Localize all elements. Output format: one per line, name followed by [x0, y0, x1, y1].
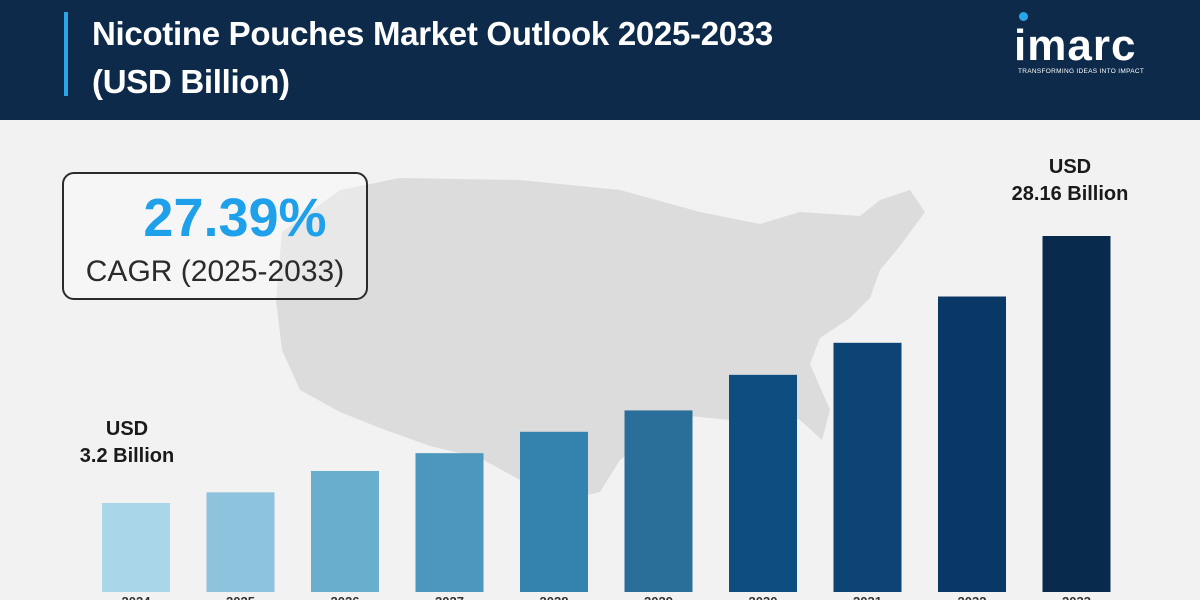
map-shape: [276, 178, 925, 502]
bar-2032: [938, 296, 1006, 592]
chart-area: 2024 2025 2026 2027 2028 2029 2030 2031 2032 2033…: [0, 120, 1200, 600]
header-banner: Nicotine Pouches Market Outlook 2025-203…: [0, 0, 1200, 120]
bar-2025: [206, 492, 275, 592]
x-tick-label: 2028: [540, 594, 569, 600]
bar-2028: [520, 431, 588, 592]
x-tick-label: 2030: [749, 594, 778, 600]
cagr-label: CAGR (2025-2033): [85, 255, 345, 288]
x-tick-label: 2025: [226, 594, 255, 600]
x-tick-label: 2032: [958, 594, 987, 600]
bar-2024: [102, 503, 170, 592]
usa-map-icon: [276, 178, 925, 502]
cagr-box: 27.39% CAGR (2025-2033): [62, 172, 368, 300]
x-tick-label: 2024: [122, 594, 152, 600]
bar-2033: [1042, 236, 1111, 592]
bar-2026: [311, 470, 379, 592]
logo-tagline: TRANSFORMING IDEAS INTO IMPACT: [1018, 68, 1145, 75]
x-tick-label: 2026: [331, 594, 360, 600]
end-callout-currency: USD: [1048, 156, 1092, 178]
start-callout-currency: USD: [105, 418, 149, 440]
x-tick-label: 2033: [1062, 594, 1091, 600]
bar-2029: [624, 410, 693, 592]
bar-2027: [415, 453, 484, 592]
x-tick-label: 2029: [644, 594, 673, 600]
end-value-callout: USD 28.16 Billion: [990, 154, 1150, 208]
logo-dot-icon: [1019, 12, 1028, 21]
x-tick-label: 2027: [435, 594, 464, 600]
bar-2031: [833, 342, 902, 592]
header-accent-bar: [64, 12, 68, 96]
start-callout-value: 3.2 Billion: [79, 445, 175, 467]
logo-wordmark: imarc: [1014, 21, 1137, 70]
x-tick-label: 2031: [853, 594, 882, 600]
end-callout-value: 28.16 Billion: [1011, 183, 1129, 205]
chart-title: Nicotine Pouches Market Outlook 2025-203…: [92, 15, 773, 100]
imarc-logo: imarc TRANSFORMING IDEAS INTO IMPACT: [1014, 8, 1174, 80]
bar-chart: 2024 2025 2026 2027 2028 2029 2030 2031 2032 2033: [102, 236, 1111, 600]
bar-2030: [729, 374, 797, 592]
start-value-callout: USD 3.2 Billion: [62, 416, 192, 470]
cagr-value: 27.39%: [143, 188, 327, 248]
